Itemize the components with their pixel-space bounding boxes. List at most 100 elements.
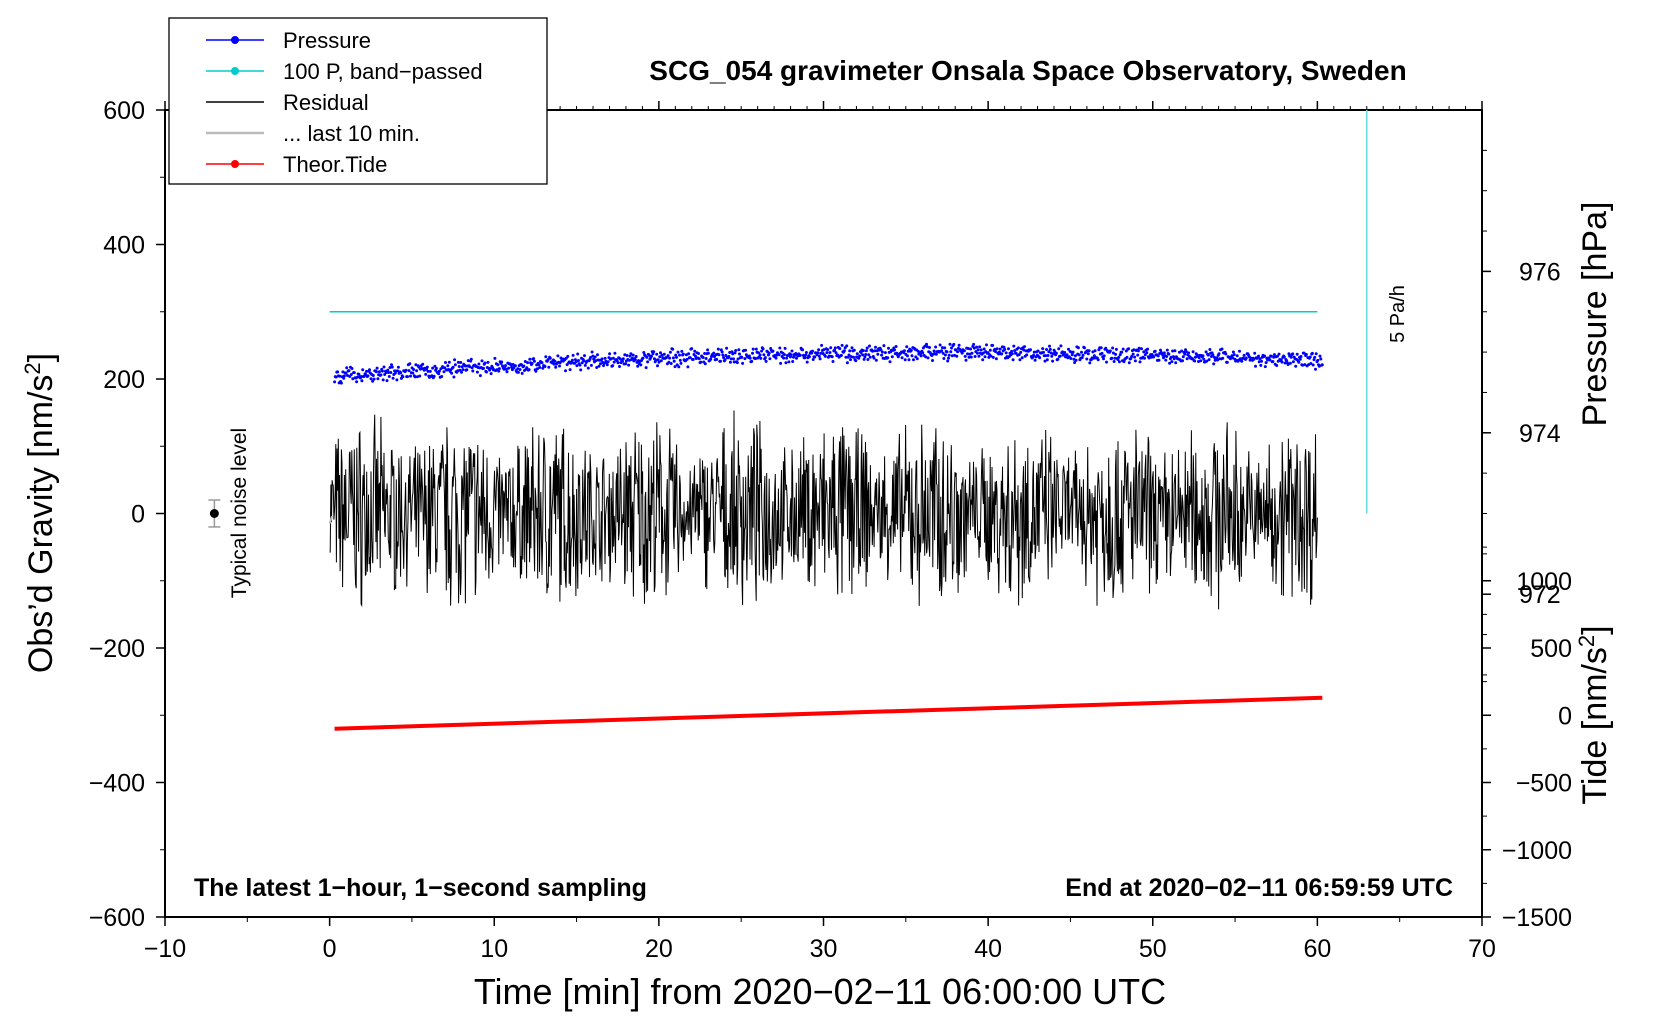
pressure-point (983, 355, 987, 359)
pressure-point (374, 370, 378, 374)
pressure-point (1102, 354, 1106, 358)
pressure-point (964, 358, 968, 362)
pressure-point (1038, 356, 1042, 360)
pressure-point (1153, 349, 1157, 353)
pressure-point (1071, 350, 1075, 354)
pressure-point (1320, 363, 1324, 367)
pressure-point (1145, 351, 1149, 355)
pressure-point (722, 356, 726, 360)
pressure-point (1121, 347, 1125, 351)
pressure-point (1193, 359, 1197, 363)
pressure-point (1272, 353, 1276, 357)
pressure-point (513, 364, 517, 368)
pressure-point (912, 358, 915, 362)
pressure-point (1208, 348, 1212, 351)
pressure-point (350, 367, 354, 370)
pressure-point (1183, 352, 1187, 356)
pressure-point (1058, 354, 1062, 358)
pressure-point (1057, 347, 1061, 351)
pressure-point (1191, 350, 1195, 354)
pressure-point (415, 375, 419, 379)
pressure-point (1004, 351, 1008, 355)
pressure-point (868, 344, 871, 348)
pressure-point (1282, 355, 1286, 359)
pressure-point (656, 364, 659, 368)
pressure-point (925, 345, 929, 349)
pressure-point (736, 357, 740, 361)
pressure-point (630, 356, 634, 360)
pressure-point (774, 356, 778, 360)
tide-tick-label: −1000 (1502, 837, 1572, 865)
pressure-point (463, 364, 467, 368)
pressure-point (1125, 355, 1129, 359)
pressure-point (1013, 349, 1017, 353)
pressure-point (1258, 357, 1262, 361)
pressure-point (723, 358, 727, 362)
series-residual-smoothed (328, 515, 334, 524)
pressure-point (371, 374, 375, 377)
pressure-point (1080, 356, 1084, 360)
pressure-point (972, 346, 976, 350)
pressure-point (1238, 349, 1241, 353)
legend-marker (231, 160, 239, 168)
pressure-point (347, 369, 351, 373)
pressure-point (955, 354, 959, 358)
pressure-point (381, 378, 385, 382)
pressure-point (535, 367, 539, 371)
pressure-point (625, 354, 629, 357)
pressure-point (1181, 355, 1185, 359)
pressure-point (744, 348, 748, 352)
pressure-point (1314, 367, 1317, 371)
pressure-point (910, 354, 914, 358)
pressure-point (716, 347, 720, 351)
legend: Pressure 100 P, band−passed Residual ... la… (168, 17, 548, 185)
pressure-point (864, 353, 868, 356)
pressure-point (883, 351, 887, 355)
pressure-point (599, 362, 602, 366)
rate-label: 5 Pa/h (1387, 285, 1409, 343)
pressure-point (658, 355, 662, 359)
pressure-point (687, 352, 691, 356)
legend-marker (231, 67, 239, 75)
y-axis-label-gravity-prefix: Obs’d Gravity [nm/s (22, 375, 60, 674)
pressure-point (1295, 352, 1299, 356)
pressure-point (483, 361, 487, 365)
pressure-point (1216, 358, 1219, 362)
pressure-point (1110, 356, 1114, 360)
pressure-point (1142, 350, 1146, 354)
pressure-point (1099, 346, 1103, 350)
pressure-point (387, 375, 391, 378)
pressure-point (1225, 360, 1229, 364)
pressure-point (461, 368, 465, 372)
pressure-point (333, 380, 337, 384)
pressure-point (862, 357, 866, 361)
pressure-tick-label: 976 (1519, 258, 1561, 286)
pressure-point (1314, 352, 1318, 356)
pressure-point (1303, 363, 1307, 367)
pressure-point (839, 353, 843, 357)
pressure-point (777, 353, 781, 357)
pressure-point (1045, 358, 1049, 362)
pressure-point (1045, 348, 1048, 351)
pressure-point (380, 369, 384, 373)
pressure-point (1259, 363, 1263, 367)
pressure-point (1217, 352, 1221, 356)
pressure-point (994, 350, 998, 354)
pressure-point (829, 346, 833, 350)
pressure-point (879, 348, 883, 352)
pressure-point (1207, 358, 1211, 362)
pressure-point (969, 355, 973, 359)
pressure-point (409, 374, 412, 378)
pressure-point (1074, 358, 1078, 362)
pressure-point (1235, 354, 1239, 358)
pressure-point (836, 353, 840, 357)
pressure-point (826, 348, 830, 352)
pressure-point (430, 374, 434, 378)
series-residual (329, 410, 1318, 610)
pressure-point (1133, 359, 1137, 363)
pressure-point (1205, 359, 1209, 363)
pressure-point (924, 355, 928, 359)
pressure-point (667, 360, 671, 364)
pressure-point (1231, 356, 1235, 360)
pressure-point (1117, 355, 1121, 359)
